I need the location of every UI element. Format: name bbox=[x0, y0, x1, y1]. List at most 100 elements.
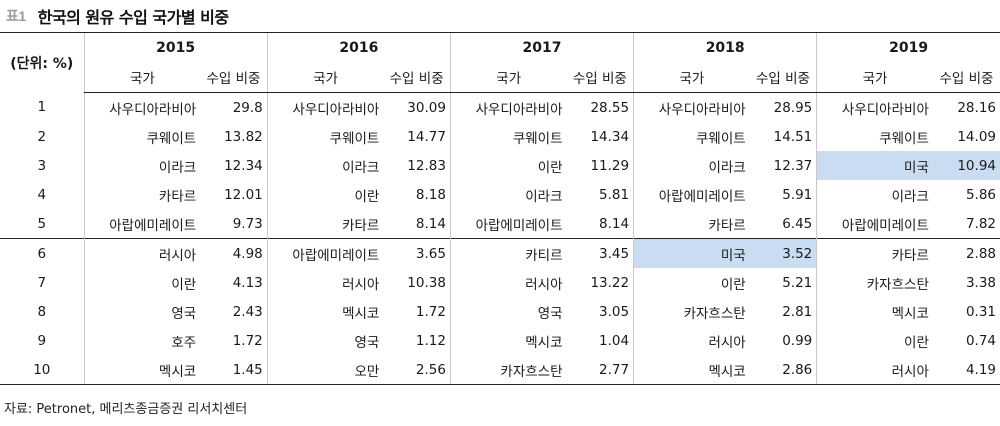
country-cell: 러시아 bbox=[83, 238, 201, 268]
share-cell: 4.13 bbox=[232, 274, 263, 291]
table-row: 10 멕시코 1.45 오만 2.56 카자흐스탄 2.77 멕시코 2.86 러시아 4.19 bbox=[0, 355, 1000, 385]
country-cell: 영국 bbox=[449, 297, 567, 326]
rank-cell: 4 bbox=[37, 186, 47, 203]
country-cell: 러시아 bbox=[449, 268, 567, 297]
oil-import-table: (단위: %) 2015 2016 2017 2018 2019 국가 수입 비중… bbox=[0, 32, 1000, 385]
share-column-header: 수입 비중 bbox=[749, 62, 817, 93]
table-row: 9 호주 1.72 영국 1.12 멕시코 1.04 러시아 0.99 이란 0.74 bbox=[0, 326, 1000, 355]
country-cell: 영국 bbox=[266, 326, 384, 355]
country-cell: 호주 bbox=[83, 326, 201, 355]
country-cell: 러시아 bbox=[816, 355, 933, 385]
table-row: 6 러시아 4.98 아랍에미레이트 3.65 카티르 3.45 미국 3.52 카타르 2.88 bbox=[0, 238, 1000, 268]
country-cell: 이라크 bbox=[449, 180, 567, 209]
country-cell: 사우디아라비아 bbox=[83, 92, 201, 122]
share-cell: 12.01 bbox=[224, 186, 263, 203]
country-cell: 카타르 bbox=[633, 209, 750, 239]
country-cell: 러시아 bbox=[633, 326, 750, 355]
share-cell: 8.14 bbox=[599, 215, 630, 232]
share-cell: 13.22 bbox=[590, 274, 630, 291]
country-cell: 쿠웨이트 bbox=[266, 122, 384, 151]
rank-cell: 6 bbox=[0, 238, 85, 268]
rank-cell: 5 bbox=[37, 215, 47, 232]
country-cell: 미국 bbox=[633, 238, 750, 268]
share-cell: 29.8 bbox=[232, 99, 263, 116]
share-cell: 10.94 bbox=[932, 151, 1000, 180]
share-column-header: 수입 비중 bbox=[200, 62, 268, 93]
unit-label: (단위: %) bbox=[0, 32, 85, 93]
table-row: 7 이란 4.13 러시아 10.38 러시아 13.22 이란 5.21 카자흐스탄 3.38 bbox=[0, 268, 1000, 297]
table-row: 8 영국 2.43 멕시코 1.72 영국 3.05 카자흐스탄 2.81 멕시코 0.31 bbox=[0, 297, 1000, 326]
share-cell: 11.29 bbox=[590, 157, 630, 174]
share-column-header: 수입 비중 bbox=[383, 62, 451, 93]
share-column-header: 수입 비중 bbox=[566, 62, 634, 93]
share-cell: 2.81 bbox=[782, 303, 813, 320]
rank-cell: 7 bbox=[37, 274, 47, 291]
share-cell: 0.99 bbox=[782, 332, 813, 349]
country-cell: 아랍에미레이트 bbox=[266, 238, 384, 268]
country-cell: 사우디아라비아 bbox=[449, 92, 567, 122]
share-cell: 14.51 bbox=[773, 128, 813, 145]
country-cell: 이란 bbox=[266, 180, 384, 209]
country-cell: 아랍에미레이트 bbox=[449, 209, 567, 239]
country-cell: 이라크 bbox=[266, 151, 384, 180]
table-row: 5 아랍에미레이트 9.73 카타르 8.14 아랍에미레이트 8.14 카타르 6.45 아랍에… bbox=[0, 209, 1000, 239]
country-cell: 아랍에미레이트 bbox=[816, 209, 933, 239]
share-cell: 28.16 bbox=[957, 99, 996, 116]
country-cell: 카자흐스탄 bbox=[816, 268, 933, 297]
country-cell: 이라크 bbox=[83, 151, 201, 180]
share-cell: 1.72 bbox=[232, 332, 263, 349]
country-cell: 카타르 bbox=[816, 238, 933, 268]
share-column-header: 수입 비중 bbox=[932, 62, 1000, 93]
country-cell: 이란 bbox=[633, 268, 750, 297]
country-cell: 미국 bbox=[816, 151, 933, 180]
country-column-header: 국가 bbox=[633, 62, 750, 93]
country-column-header: 국가 bbox=[266, 62, 384, 93]
country-cell: 카자흐스탄 bbox=[633, 297, 750, 326]
share-cell: 2.77 bbox=[566, 355, 634, 385]
share-cell: 14.09 bbox=[957, 128, 996, 145]
table-row: 2 쿠웨이트 13.82 쿠웨이트 14.77 쿠웨이트 14.34 쿠웨이트 14.51 쿠웨이… bbox=[0, 122, 1000, 151]
share-cell: 4.19 bbox=[932, 355, 1000, 385]
share-cell: 2.56 bbox=[383, 355, 451, 385]
country-column-header: 국가 bbox=[83, 62, 201, 93]
share-cell: 28.55 bbox=[590, 99, 630, 116]
year-header: 2015 bbox=[83, 32, 268, 62]
share-cell: 0.31 bbox=[965, 303, 996, 320]
country-cell: 이라크 bbox=[633, 151, 750, 180]
rank-cell: 2 bbox=[37, 128, 47, 145]
country-cell: 카티르 bbox=[449, 238, 567, 268]
share-cell: 0.74 bbox=[965, 332, 996, 349]
table-title: 한국의 원유 수입 국가별 비중 bbox=[37, 7, 229, 27]
share-cell: 1.04 bbox=[599, 332, 630, 349]
country-cell: 카자흐스탄 bbox=[449, 355, 567, 385]
country-column-header: 국가 bbox=[816, 62, 933, 93]
share-cell: 14.34 bbox=[590, 128, 630, 145]
share-cell: 12.83 bbox=[407, 157, 446, 174]
rank-cell: 9 bbox=[37, 332, 47, 349]
country-cell: 멕시코 bbox=[449, 326, 567, 355]
share-cell: 5.86 bbox=[965, 186, 996, 203]
share-cell: 1.45 bbox=[200, 355, 268, 385]
country-cell: 카타르 bbox=[83, 180, 201, 209]
country-cell: 이란 bbox=[83, 268, 201, 297]
country-cell: 이란 bbox=[816, 326, 933, 355]
year-header: 2017 bbox=[449, 32, 634, 62]
country-cell: 이란 bbox=[449, 151, 567, 180]
table-number: 표1 bbox=[6, 7, 26, 24]
share-cell: 12.37 bbox=[773, 157, 813, 174]
table-row: 3 이라크 12.34 이라크 12.83 이란 11.29 이라크 12.37 미국 10.94 bbox=[0, 151, 1000, 180]
country-cell: 멕시코 bbox=[83, 355, 201, 385]
year-header: 2019 bbox=[816, 32, 1000, 62]
table-row: 1 사우디아라비아 29.8 사우디아라비아 30.09 사우디아라비아 28.55 사우디아… bbox=[0, 92, 1000, 122]
country-cell: 사우디아라비아 bbox=[816, 92, 933, 122]
country-cell: 오만 bbox=[266, 355, 384, 385]
share-cell: 9.73 bbox=[232, 215, 263, 232]
country-cell: 쿠웨이트 bbox=[816, 122, 933, 151]
share-cell: 5.91 bbox=[782, 186, 813, 203]
share-cell: 5.81 bbox=[599, 186, 630, 203]
share-cell: 8.14 bbox=[415, 215, 446, 232]
rank-cell: 8 bbox=[37, 303, 47, 320]
share-cell: 8.18 bbox=[415, 186, 446, 203]
country-cell: 사우디아라비아 bbox=[633, 92, 750, 122]
share-cell: 3.45 bbox=[566, 238, 634, 268]
